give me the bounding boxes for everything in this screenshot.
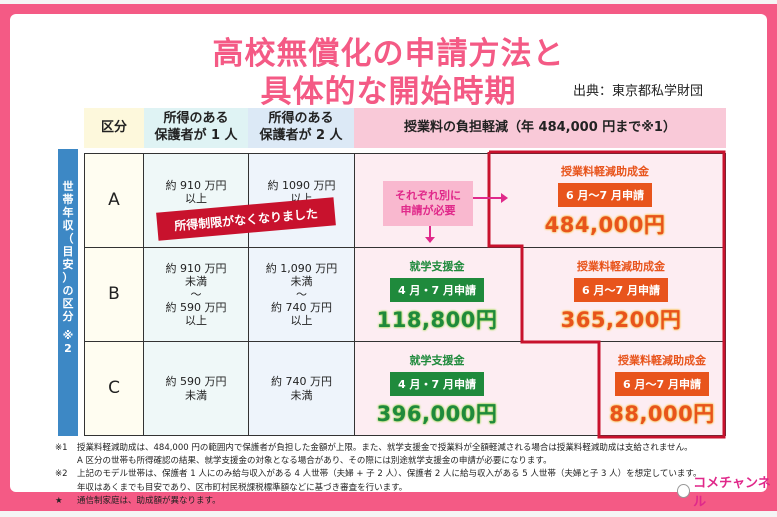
aid-amount: 484,000円: [544, 213, 666, 237]
page-title-line2: 具体的な開始時期: [260, 74, 517, 110]
side-label-char: 帯: [62, 192, 74, 206]
arrow-right-head-icon: [501, 193, 508, 203]
row-b-one-guardian: 約 910 万円 未満 〜 約 590 万円 以上: [143, 247, 249, 342]
footnote: 年収はあくまでも目安であり、区市町村民税課税標準額などに基づき審査を行います。: [55, 482, 702, 495]
page-title-line1: 高校無償化の申請方法と: [212, 36, 565, 72]
arrow-down-icon: [429, 226, 431, 238]
row-c-one-guardian: 約 590 万円 未満: [143, 341, 249, 436]
side-label-char: 分: [62, 309, 74, 323]
side-label-char: 世: [62, 180, 74, 193]
aid-b-school-support: 就学支援金 4 月・7 月申請 118,800円: [362, 258, 512, 334]
footnote-text: A 区分の世帯も所得確認の結果、就学支援金の対象となる場合があり、その際には別途…: [77, 456, 552, 467]
side-label-char: ※: [62, 328, 74, 342]
footnote: A 区分の世帯も所得確認の結果、就学支援金の対象となる場合があり、その際には別途…: [55, 455, 702, 468]
footnote-text: 上記のモデル世帯は、保護者 1 人にのみ給与収入がある 4 人世帯（夫婦 + 子…: [77, 469, 702, 480]
side-label-char: （: [62, 231, 74, 245]
side-label-char: 区: [62, 296, 74, 310]
brand-logo: コメチャンネル: [677, 472, 777, 510]
row-b-class: B: [84, 247, 144, 342]
separate-application-note: それぞれ別に 申請が必要: [383, 181, 473, 226]
arrow-right-icon: [473, 197, 503, 199]
header-two-guardians: 所得のある 保護者が 2 人: [248, 108, 354, 148]
aid-name: 授業料軽減助成金: [577, 260, 665, 273]
side-label-char: ）: [62, 270, 74, 284]
footnote: ※2 上記のモデル世帯は、保護者 1 人にのみ給与収入がある 4 人世帯（夫婦 +…: [55, 468, 702, 481]
footnote-text: 通信制家庭は、助成額が異なります。: [77, 495, 221, 506]
side-label-char: 2: [64, 341, 72, 355]
aid-amount: 88,000円: [609, 402, 715, 426]
footnote-text: 年収はあくまでも目安であり、区市町村民税課税標準額などに基づき審査を行います。: [77, 482, 408, 493]
arrow-down-head-icon: [425, 237, 435, 243]
source-credit: 出典：東京都私学財団: [573, 84, 704, 99]
aid-name: 授業料軽減助成金: [561, 165, 649, 178]
side-label-char: 目: [62, 244, 74, 258]
footnote-mark: ★: [55, 495, 63, 506]
footnote-mark: [55, 482, 77, 495]
aid-c-tuition-subsidy: 授業料軽減助成金 6 月〜7 月申請 88,000円: [603, 352, 721, 428]
footnote-mark: ※2: [55, 469, 68, 480]
aid-amount: 365,200円: [560, 308, 682, 332]
aid-period-badge: 6 月〜7 月申請: [615, 372, 709, 396]
aid-b-tuition-subsidy: 授業料軽減助成金 6 月〜7 月申請 365,200円: [546, 258, 696, 334]
aid-period-badge: 4 月・7 月申請: [390, 278, 484, 302]
aid-period-badge: 6 月〜7 月申請: [558, 183, 652, 207]
row-c-class: C: [84, 341, 144, 436]
footnote-mark: ※1: [55, 443, 68, 453]
brand-logo-text: コメチャンネル: [693, 476, 771, 510]
side-label-household-income: 世 帯 年 収 （ 目 安 ） の 区 分 ※ 2: [58, 149, 78, 436]
aid-name: 就学支援金: [409, 260, 465, 273]
aid-amount: 396,000円: [376, 402, 498, 426]
footnote: ★ 通信制家庭は、助成額が異なります。: [55, 495, 702, 508]
aid-a-tuition-subsidy: 授業料軽減助成金 6 月〜7 月申請 484,000円: [530, 163, 680, 239]
footnote-mark: [55, 455, 77, 468]
header-category: 区分: [84, 108, 144, 148]
footnotes: ※1 授業料軽減助成は、484,000 円の範囲内で保護者が負担した金額が上限。ま…: [55, 442, 702, 508]
header-one-guardian: 所得のある 保護者が 1 人: [144, 108, 248, 148]
footnote-text: 授業料軽減助成は、484,000 円の範囲内で保護者が負担した金額が上限。また、…: [77, 443, 693, 453]
aid-period-badge: 4 月・7 月申請: [390, 372, 484, 396]
header-reduction: 授業料の負担軽減（年 484,000 円まで※1）: [354, 108, 726, 148]
aid-amount: 118,800円: [376, 308, 498, 332]
aid-c-school-support: 就学支援金 4 月・7 月申請 396,000円: [362, 352, 512, 428]
mascot-icon: [677, 484, 691, 498]
side-label-char: 収: [62, 218, 74, 232]
aid-name: 授業料軽減助成金: [618, 354, 706, 367]
side-label-char: 安: [62, 257, 74, 271]
row-b-two-guardians: 約 1,090 万円 未満 〜 約 740 万円 以上: [248, 247, 355, 342]
aid-name: 就学支援金: [409, 354, 465, 367]
footnote: ※1 授業料軽減助成は、484,000 円の範囲内で保護者が負担した金額が上限。ま…: [55, 442, 702, 455]
side-label-char: 年: [62, 205, 74, 219]
side-label-char: の: [62, 283, 74, 297]
aid-period-badge: 6 月〜7 月申請: [574, 278, 668, 302]
